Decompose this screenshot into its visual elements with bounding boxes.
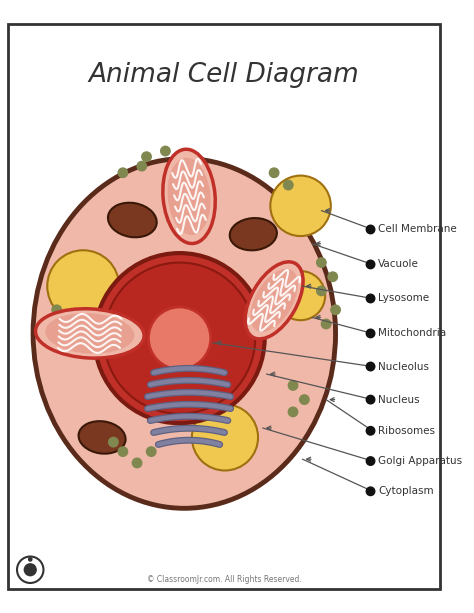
Circle shape	[118, 447, 128, 456]
Circle shape	[52, 305, 62, 314]
Text: Vacuole: Vacuole	[378, 259, 419, 270]
Circle shape	[146, 447, 156, 456]
Circle shape	[331, 305, 340, 314]
Ellipse shape	[108, 203, 157, 237]
Ellipse shape	[245, 262, 303, 339]
Text: Lysosome: Lysosome	[378, 294, 429, 303]
Circle shape	[288, 407, 298, 417]
Ellipse shape	[230, 218, 277, 250]
Ellipse shape	[163, 149, 215, 243]
Circle shape	[288, 381, 298, 390]
Text: © ClassroomJr.com. All Rights Reserved.: © ClassroomJr.com. All Rights Reserved.	[146, 575, 301, 584]
Circle shape	[270, 175, 331, 236]
Circle shape	[180, 152, 189, 161]
Circle shape	[366, 457, 375, 465]
Circle shape	[366, 329, 375, 338]
Circle shape	[148, 307, 211, 370]
Text: Cell Membrane: Cell Membrane	[378, 224, 457, 234]
Circle shape	[109, 438, 118, 447]
Ellipse shape	[79, 421, 126, 454]
Circle shape	[328, 272, 337, 281]
Circle shape	[366, 395, 375, 404]
Circle shape	[17, 557, 44, 583]
Circle shape	[317, 258, 326, 267]
Circle shape	[137, 161, 146, 171]
Ellipse shape	[36, 309, 144, 358]
Ellipse shape	[167, 158, 210, 235]
Circle shape	[321, 319, 331, 329]
Text: Ribosomes: Ribosomes	[378, 426, 435, 436]
Circle shape	[47, 250, 119, 322]
Circle shape	[276, 271, 325, 320]
Ellipse shape	[46, 313, 134, 354]
Text: Mitochondria: Mitochondria	[378, 329, 446, 338]
Circle shape	[192, 405, 258, 471]
Circle shape	[24, 563, 37, 576]
Circle shape	[54, 333, 64, 343]
Ellipse shape	[250, 268, 298, 332]
Circle shape	[142, 152, 151, 161]
Text: Nucleolus: Nucleolus	[378, 362, 429, 371]
Text: Golgi Apparatus: Golgi Apparatus	[378, 456, 462, 466]
Circle shape	[366, 487, 375, 495]
Circle shape	[366, 294, 375, 303]
Circle shape	[269, 168, 279, 178]
Circle shape	[28, 557, 33, 562]
Circle shape	[104, 262, 255, 414]
Circle shape	[366, 225, 375, 234]
Circle shape	[132, 458, 142, 468]
Text: Nucleus: Nucleus	[378, 395, 419, 405]
Text: Animal Cell Diagram: Animal Cell Diagram	[89, 63, 359, 88]
Circle shape	[366, 362, 375, 371]
Circle shape	[300, 395, 309, 405]
Circle shape	[161, 147, 170, 156]
Ellipse shape	[33, 159, 336, 508]
Circle shape	[366, 260, 375, 268]
Circle shape	[118, 168, 128, 178]
Circle shape	[94, 253, 264, 423]
Circle shape	[64, 319, 73, 329]
Circle shape	[366, 427, 375, 435]
Circle shape	[283, 180, 293, 190]
Circle shape	[317, 286, 326, 295]
Text: Cytoplasm: Cytoplasm	[378, 486, 434, 497]
